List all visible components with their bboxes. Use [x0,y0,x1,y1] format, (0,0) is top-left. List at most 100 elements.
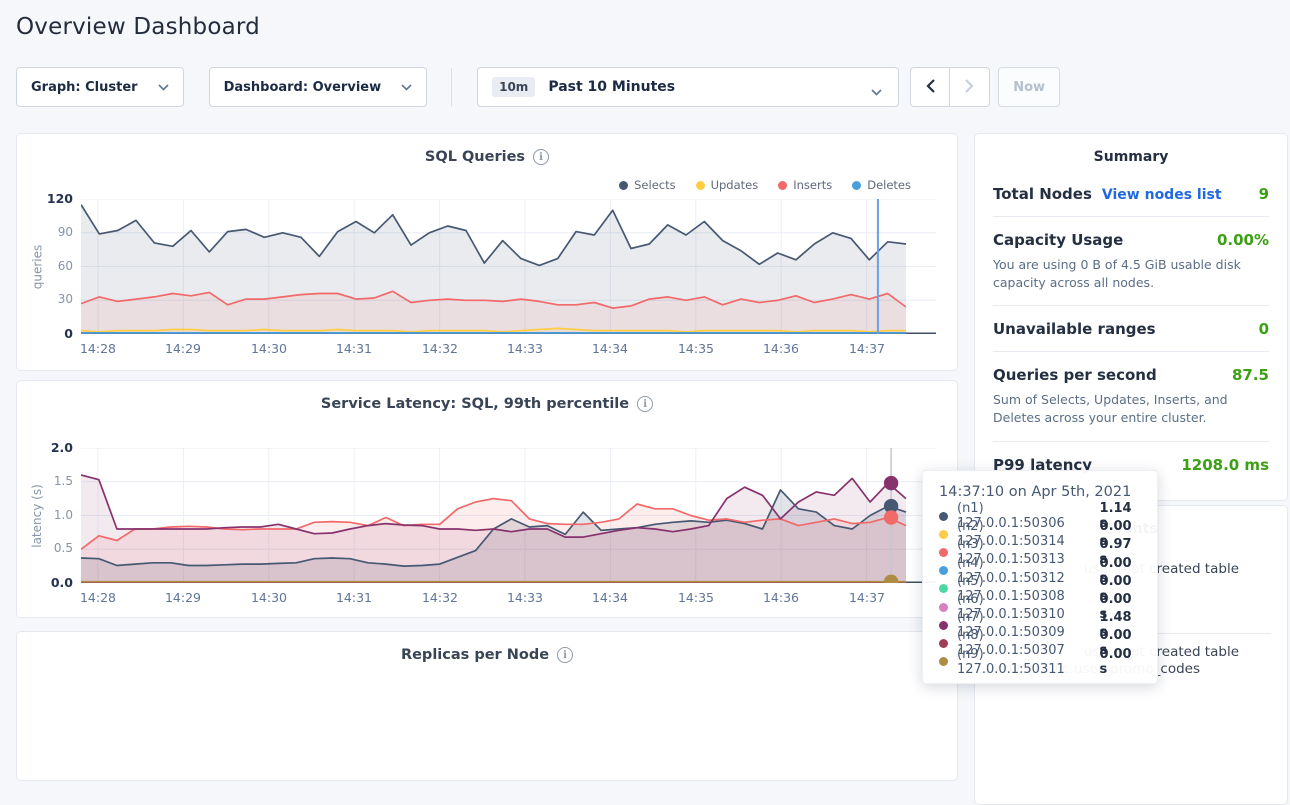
legend-dot-icon [619,180,629,190]
y-axis-tick: 60 [57,259,73,273]
now-button[interactable]: Now [998,67,1061,107]
graph-selector-dropdown[interactable]: Graph: Cluster [16,67,184,107]
legend-item-updates[interactable]: Updates [695,178,758,192]
node-color-dot-icon [939,657,948,667]
capacity-usage-description: You are using 0 B of 4.5 GiB usable disk… [993,257,1241,291]
chevron-down-icon [401,83,412,91]
unavailable-ranges-value: 0 [1258,320,1269,339]
tooltip-node-row: (n2) 127.0.0.1:50314 0.00 s [939,519,1141,549]
x-axis-tick: 14:29 [164,590,202,605]
x-axis-tick: 14:33 [506,341,544,356]
y-axis-tick: 0.0 [50,575,73,590]
sql-queries-panel: SQL Queries i Selects Updates Inserts Delet… [16,133,958,371]
next-arrow-icon [965,78,974,97]
tooltip-node-row: (n4) 127.0.0.1:50312 0.00 s [939,556,1141,586]
y-axis-tick: 90 [57,225,73,239]
y-axis-tick: 0 [64,326,73,341]
x-axis-tick: 14:34 [591,590,629,605]
summary-queries-per-second: Queries per second 87.5 Sum of Selects, … [993,351,1269,440]
node-color-dot-icon [939,566,948,576]
legend-item-deletes[interactable]: Deletes [852,178,911,192]
dashboard-selector-dropdown[interactable]: Dashboard: Overview [208,67,428,107]
node-color-dot-icon [939,638,948,648]
summary-title: Summary [1093,149,1169,165]
x-axis-tick: 14:37 [848,341,886,356]
node-color-dot-icon [939,547,948,557]
x-axis-tick: 14:28 [79,590,117,605]
chart-title-replicas-per-node: Replicas per Node i [17,647,957,663]
summary-total-nodes: Total Nodes View nodes list 9 [993,185,1269,203]
tooltip-node-row: (n5) 127.0.0.1:50308 0.00 s [939,574,1141,604]
node-color-dot-icon [939,602,948,612]
queries-per-second-value: 87.5 [1231,366,1269,385]
x-axis-tick: 14:37 [848,590,886,605]
time-range-badge: 10m [492,77,536,97]
x-axis-tick: 14:34 [591,341,629,356]
prev-time-range-button[interactable] [910,67,951,107]
node-color-dot-icon [939,584,948,594]
tooltip-node-row: (n3) 127.0.0.1:50313 0.97 s [939,537,1141,567]
info-icon[interactable]: i [533,149,550,165]
view-nodes-list-link[interactable]: View nodes list [1101,187,1222,203]
time-range-picker[interactable]: 10m Past 10 Minutes [477,67,900,107]
x-axis-tick: 14:36 [762,590,800,605]
y-axis-tick: 2.0 [50,440,73,455]
tooltip-node-row: (n7) 127.0.0.1:50309 1.48 s [939,610,1141,640]
dashboard-controls: Graph: Cluster Dashboard: Overview 10m P… [16,67,1061,107]
info-icon[interactable]: i [637,396,654,412]
chart-hover-tooltip: 14:37:10 on Apr 5th, 2021 (n1) 127.0.0.1… [922,470,1158,684]
service-latency-chart[interactable]: latency (s) 0.0 0.5 1.0 1.5 2.0 14:28 14:29 14:… [30,440,936,605]
sql-queries-chart[interactable]: queries 0 30 60 90 120 14:28 14:29 14:30 14:31 14… [30,191,936,356]
y-axis-tick: 1.0 [53,508,73,522]
summary-p99-latency: P99 latency 1208.0 ms [993,440,1269,487]
next-time-range-button[interactable] [950,67,991,107]
tooltip-node-row: (n8) 127.0.0.1:50307 0.00 s [939,628,1141,658]
y-axis-tick: 30 [57,292,73,306]
chart-plot[interactable] [81,448,936,583]
tooltip-node-row: (n9) 127.0.0.1:50311 0.00 s [939,647,1141,677]
dashboard-selector-label: Dashboard: Overview [223,79,382,95]
service-latency-panel: Service Latency: SQL, 99th percentile i … [16,380,958,618]
chevron-down-icon [158,83,169,91]
node-color-dot-icon [939,620,948,630]
x-axis-tick: 14:32 [421,341,459,356]
x-axis-tick: 14:33 [506,590,544,605]
x-axis-tick: 14:29 [164,341,202,356]
node-color-dot-icon [939,529,948,539]
info-icon[interactable]: i [557,647,574,663]
legend-item-selects[interactable]: Selects [619,178,676,192]
x-axis-tick: 14:32 [421,590,459,605]
legend-dot-icon [695,180,705,190]
overview-dashboard-page: Overview Dashboard Graph: Cluster Dashbo… [16,14,1288,805]
summary-unavailable-ranges: Unavailable ranges 0 [993,305,1269,351]
x-axis-tick: 14:30 [250,590,288,605]
tooltip-node-row: (n1) 127.0.0.1:50306 1.14 s [939,501,1141,531]
y-axis-tick: 0.5 [53,541,73,555]
total-nodes-value: 9 [1258,185,1269,203]
x-axis-tick: 14:28 [79,341,117,356]
tooltip-timestamp: 14:37:10 on Apr 5th, 2021 [939,484,1132,500]
x-axis-tick: 14:30 [250,341,288,356]
replicas-per-node-panel: Replicas per Node i [16,631,958,781]
time-range-label: Past 10 Minutes [548,79,676,95]
tooltip-node-row: (n6) 127.0.0.1:50310 0.00 s [939,592,1141,622]
chart-title-sql-queries: SQL Queries i [17,149,957,165]
chevron-down-icon [871,85,882,100]
node-color-dot-icon [939,511,948,521]
summary-capacity-usage: Capacity Usage 0.00% You are using 0 B o… [993,216,1269,305]
controls-divider [451,68,453,106]
time-range-arrows [910,67,991,107]
y-axis-tick: 1.5 [53,474,73,488]
prev-arrow-icon [926,78,935,97]
queries-per-second-description: Sum of Selects, Updates, Inserts, and De… [993,392,1228,426]
summary-panel: Summary Total Nodes View nodes list 9 Ca… [974,133,1288,501]
x-axis-tick: 14:36 [762,341,800,356]
chart-legend: Selects Updates Inserts Deletes [619,178,911,192]
p99-latency-value: 1208.0 ms [1181,455,1269,474]
x-axis-tick: 14:31 [335,341,373,356]
chart-plot[interactable] [81,199,936,334]
chart-title-service-latency: Service Latency: SQL, 99th percentile i [17,396,957,412]
graph-selector-label: Graph: Cluster [31,79,138,95]
legend-item-inserts[interactable]: Inserts [778,178,832,192]
x-axis-tick: 14:31 [335,590,373,605]
